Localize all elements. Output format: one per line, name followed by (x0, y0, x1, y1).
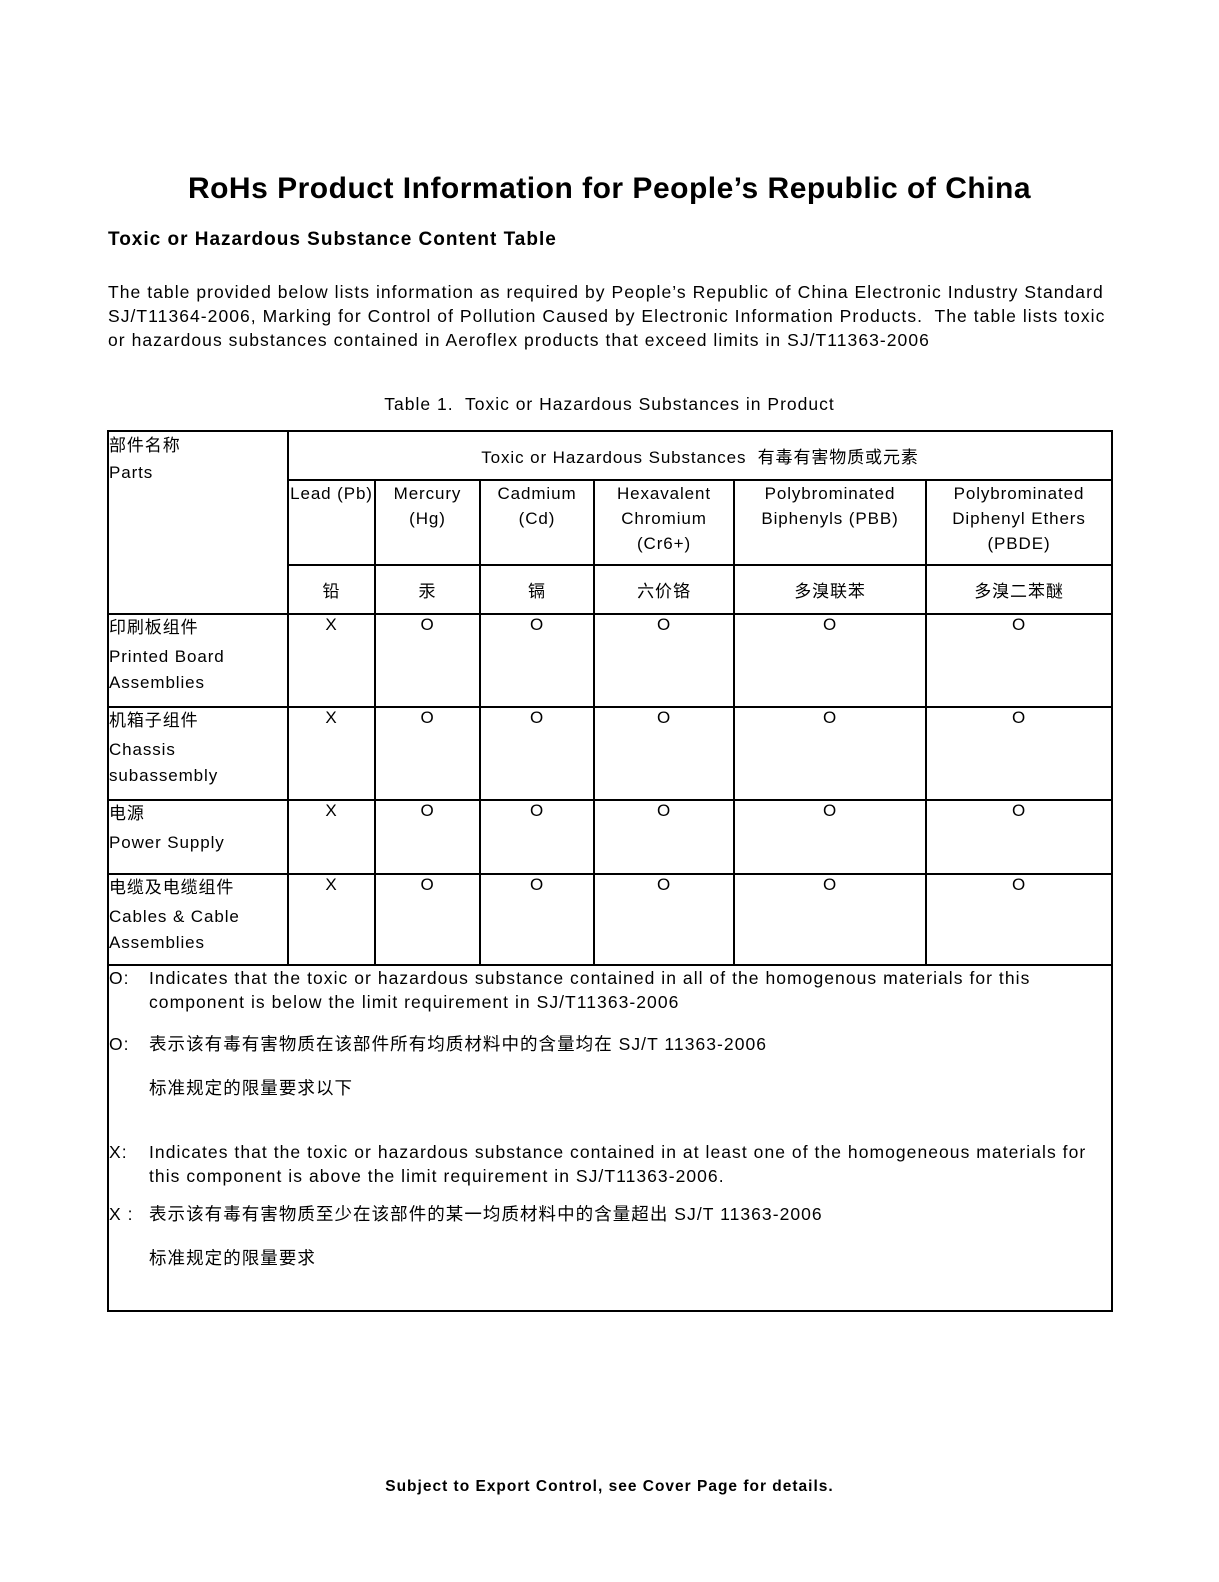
legend-text: Indicates that the toxic or hazardous su… (149, 968, 1031, 1012)
column-header-pbb: Polybrominated Biphenyls (PBB) (733, 479, 927, 566)
value-cell: O (924, 706, 1114, 801)
legend-marker: O: (109, 968, 130, 988)
parts-header-en: Parts (109, 463, 154, 482)
legend-text: 表示该有毒有害物质在该部件所有均质材料中的含量均在 SJ/T 11363-200… (149, 1032, 1111, 1100)
part-name-en: Power Supply (109, 833, 225, 852)
value-cell: O (593, 873, 735, 966)
value-cell: O (479, 873, 595, 966)
column-header-cadmium-cn: 镉 (479, 564, 595, 615)
value-cell: O (479, 799, 595, 875)
table-header-row-en: Lead (Pb) Mercury (Hg) Cadmium (Cd) Hexa… (108, 479, 1114, 566)
legend-note-x-en: X: Indicates that the toxic or hazardous… (109, 1140, 1111, 1188)
value-cell: O (733, 706, 927, 801)
value-cell: O (733, 873, 927, 966)
substances-table: 部件名称 Parts Toxic or Hazardous Substances… (106, 430, 1114, 1312)
column-header-lead: Lead (Pb) (287, 479, 376, 566)
part-name-cn: 电缆及电缆组件 (109, 878, 235, 897)
value-cell: O (593, 613, 735, 708)
part-cell: 机箱子组件 Chassis subassembly (107, 706, 289, 801)
column-header-pbde-cn: 多溴二苯醚 (924, 564, 1114, 615)
value-cell: X (287, 706, 376, 801)
legend-marker: X: (109, 1142, 128, 1162)
column-header-hexavalent-chromium-cn: 六价铬 (593, 564, 735, 615)
part-name-cn: 印刷板组件 (109, 618, 199, 637)
table-row: 印刷板组件 Printed Board Assemblies X O O O O… (107, 613, 1114, 708)
legend-text: 表示该有毒有害物质至少在该部件的某一均质材料中的含量超出 SJ/T 11363-… (149, 1202, 1111, 1270)
table-row: 机箱子组件 Chassis subassembly X O O O O O (107, 706, 1114, 801)
value-cell: O (593, 799, 735, 875)
value-cell: O (593, 706, 735, 801)
value-cell: O (924, 613, 1114, 708)
page-title: RoHs Product Information for People’s Re… (187, 172, 1032, 205)
part-cell: 电缆及电缆组件 Cables & Cable Assemblies (107, 873, 289, 966)
part-name-cn: 电源 (109, 804, 145, 823)
part-name-en: Chassis subassembly (109, 740, 219, 785)
column-header-cadmium: Cadmium (Cd) (479, 479, 595, 566)
part-name-en: Printed Board Assemblies (109, 647, 225, 692)
part-cell: 印刷板组件 Printed Board Assemblies (107, 613, 289, 708)
table-header-row-span: 部件名称 Parts Toxic or Hazardous Substances… (107, 430, 1114, 615)
value-cell: O (374, 706, 481, 801)
column-header-mercury: Mercury (Hg) (374, 479, 481, 566)
legend-text-line: 标准规定的限量要求 (149, 1248, 316, 1268)
legend-marker: O: (109, 1034, 130, 1054)
legend-text-line: 表示该有毒有害物质至少在该部件的某一均质材料中的含量超出 SJ/T 11363-… (149, 1204, 823, 1224)
legend-text: Indicates that the toxic or hazardous su… (149, 1142, 1087, 1186)
column-header-mercury-cn: 汞 (374, 564, 481, 615)
column-header-pbb-cn: 多溴联苯 (733, 564, 927, 615)
part-name-en: Cables & Cable Assemblies (109, 907, 240, 952)
value-cell: O (374, 799, 481, 875)
legend-marker: X : (109, 1204, 134, 1224)
value-cell: O (479, 706, 595, 801)
legend-note-x-cn: X : 表示该有毒有害物质至少在该部件的某一均质材料中的含量超出 SJ/T 11… (109, 1202, 1111, 1270)
intro-paragraph: The table provided below lists informati… (108, 282, 1112, 350)
column-header-hexavalent-chromium: Hexavalent Chromium (Cr6+) (593, 479, 735, 566)
parts-header-cn: 部件名称 (109, 436, 181, 455)
column-header-pbde: Polybrominated Diphenyl Ethers (PBDE) (924, 479, 1114, 566)
value-cell: O (733, 799, 927, 875)
column-header-lead-cn: 铅 (287, 564, 376, 615)
value-cell: O (374, 873, 481, 966)
legend-note-o-cn: O: 表示该有毒有害物质在该部件所有均质材料中的含量均在 SJ/T 11363-… (109, 1032, 1111, 1100)
table-caption: Table 1. Toxic or Hazardous Substances i… (384, 394, 835, 414)
value-cell: O (924, 799, 1114, 875)
legend-text-line: 标准规定的限量要求以下 (149, 1078, 354, 1098)
export-control-footer: Subject to Export Control, see Cover Pag… (385, 1478, 834, 1495)
value-cell: O (479, 613, 595, 708)
legend-cell: O: Indicates that the toxic or hazardous… (106, 964, 1114, 1312)
value-cell: X (287, 799, 376, 875)
substances-header-cell: Toxic or Hazardous Substances 有毒有害物质或元素 (286, 430, 1114, 481)
legend-text-line: 表示该有毒有害物质在该部件所有均质材料中的含量均在 SJ/T 11363-200… (149, 1034, 768, 1054)
value-cell: X (287, 613, 376, 708)
parts-header-cell: 部件名称 Parts (107, 430, 289, 615)
table-header-row-cn: 铅 汞 镉 六价铬 多溴联苯 多溴二苯醚 (108, 564, 1114, 615)
table-row: 电缆及电缆组件 Cables & Cable Assemblies X O O … (107, 873, 1114, 966)
section-subtitle: Toxic or Hazardous Substance Content Tab… (108, 229, 557, 250)
part-cell: 电源 Power Supply (107, 799, 289, 875)
value-cell: O (733, 613, 927, 708)
value-cell: X (287, 873, 376, 966)
part-name-cn: 机箱子组件 (109, 711, 199, 730)
legend-row: O: Indicates that the toxic or hazardous… (106, 964, 1114, 1312)
table-row: 电源 Power Supply X O O O O O (107, 799, 1114, 875)
legend-note-o-en: O: Indicates that the toxic or hazardous… (109, 966, 1111, 1014)
value-cell: O (924, 873, 1114, 966)
value-cell: O (374, 613, 481, 708)
